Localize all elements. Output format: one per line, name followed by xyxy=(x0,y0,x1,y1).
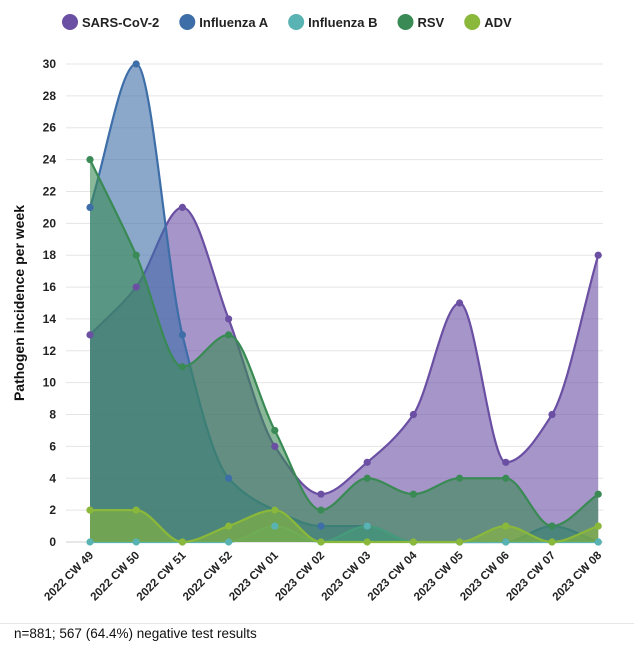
influenza-a-point[interactable] xyxy=(86,203,94,211)
legend-label: SARS-CoV-2 xyxy=(82,15,159,30)
legend-label: RSV xyxy=(418,15,445,30)
influenza-a-point[interactable] xyxy=(225,474,233,482)
y-axis-title: Pathogen incidence per week xyxy=(11,205,27,401)
legend-item-influenza-b[interactable]: Influenza B xyxy=(288,14,378,30)
legend-marker xyxy=(397,14,414,30)
rsv-point[interactable] xyxy=(317,506,325,514)
legend-marker xyxy=(288,14,305,30)
y-tick-label: 14 xyxy=(43,312,57,326)
sars-cov-2-point[interactable] xyxy=(225,315,233,323)
influenza-a-point[interactable] xyxy=(317,522,325,530)
y-tick-label: 2 xyxy=(49,503,56,517)
sars-cov-2-point[interactable] xyxy=(271,442,279,450)
footnote: n=881; 567 (64.4%) negative test results xyxy=(14,626,257,641)
rsv-point[interactable] xyxy=(594,490,602,498)
sars-cov-2-point[interactable] xyxy=(317,490,325,498)
y-tick-label: 22 xyxy=(43,184,57,198)
adv-point[interactable] xyxy=(225,522,233,530)
y-tick-label: 24 xyxy=(43,153,57,167)
sars-cov-2-point[interactable] xyxy=(548,410,556,419)
x-tick-label: 2023 CW 08 xyxy=(551,549,605,603)
chart-canvas: SARS-CoV-2 Influenza A Influenza B RSV ADV 0… xyxy=(11,14,605,603)
series-areas xyxy=(88,62,600,544)
adv-point[interactable] xyxy=(178,538,186,546)
influenza-b-point[interactable] xyxy=(132,538,140,546)
adv-point[interactable] xyxy=(594,522,602,530)
influenza-b-point[interactable] xyxy=(594,538,602,546)
sars-cov-2-point[interactable] xyxy=(178,203,186,211)
rsv-area xyxy=(90,159,599,542)
rsv-point[interactable] xyxy=(178,363,186,371)
series-points xyxy=(86,60,602,546)
sars-cov-2-point[interactable] xyxy=(594,251,602,259)
adv-point[interactable] xyxy=(363,538,371,546)
legend-marker xyxy=(464,14,481,30)
legend-marker xyxy=(62,14,78,30)
adv-point[interactable] xyxy=(409,538,417,546)
rsv-point[interactable] xyxy=(548,522,556,530)
y-tick-label: 0 xyxy=(49,535,56,549)
rsv-point[interactable] xyxy=(225,331,233,339)
sars-cov-2-point[interactable] xyxy=(363,458,371,466)
rsv-point[interactable] xyxy=(86,156,94,164)
footnote-divider xyxy=(0,623,634,624)
legend-label: Influenza B xyxy=(308,15,377,30)
sars-cov-2-point[interactable] xyxy=(132,283,140,291)
rsv-point[interactable] xyxy=(132,251,140,259)
legend-label: ADV xyxy=(484,15,512,30)
y-tick-label: 20 xyxy=(43,216,57,230)
adv-point[interactable] xyxy=(271,506,279,514)
y-tick-label: 30 xyxy=(43,57,57,71)
influenza-b-point[interactable] xyxy=(363,522,371,530)
adv-point[interactable] xyxy=(456,538,464,546)
y-tick-label: 26 xyxy=(43,121,57,135)
y-tick-label: 10 xyxy=(43,376,57,390)
rsv-point[interactable] xyxy=(456,474,464,482)
influenza-b-point[interactable] xyxy=(271,522,279,530)
influenza-b-point[interactable] xyxy=(502,538,510,546)
y-tick-label: 4 xyxy=(49,471,56,485)
y-tick-label: 16 xyxy=(43,280,57,294)
adv-point[interactable] xyxy=(548,538,556,546)
adv-area xyxy=(90,510,599,542)
adv-point[interactable] xyxy=(502,522,510,530)
sars-cov-2-point[interactable] xyxy=(86,331,94,339)
y-tick-label: 8 xyxy=(49,408,56,422)
influenza-b-point[interactable] xyxy=(86,538,94,546)
influenza-a-point[interactable] xyxy=(132,60,140,68)
adv-point[interactable] xyxy=(86,506,94,514)
sars-cov-2-point[interactable] xyxy=(456,299,464,307)
legend-item-influenza-a[interactable]: Influenza A xyxy=(179,14,269,30)
rsv-point[interactable] xyxy=(271,426,279,435)
rsv-point[interactable] xyxy=(502,474,510,482)
sars-cov-2-point[interactable] xyxy=(502,458,510,466)
legend[interactable]: SARS-CoV-2 Influenza A Influenza B RSV ADV xyxy=(62,14,512,30)
legend-marker xyxy=(179,14,196,30)
rsv-point[interactable] xyxy=(409,490,417,498)
influenza-b-point[interactable] xyxy=(225,538,233,546)
y-tick-label: 12 xyxy=(43,344,57,358)
influenza-a-point[interactable] xyxy=(178,331,186,339)
y-tick-label: 6 xyxy=(49,439,56,453)
y-tick-label: 28 xyxy=(43,89,57,103)
sars-cov-2-point[interactable] xyxy=(409,410,417,419)
y-tick-label: 18 xyxy=(43,248,57,262)
legend-item-rsv[interactable]: RSV xyxy=(397,14,445,30)
legend-item-sars-cov-2[interactable]: SARS-CoV-2 xyxy=(62,14,159,30)
adv-point[interactable] xyxy=(317,538,325,546)
legend-item-adv[interactable]: ADV xyxy=(464,14,512,30)
adv-point[interactable] xyxy=(132,506,140,514)
legend-label: Influenza A xyxy=(199,15,268,30)
rsv-point[interactable] xyxy=(363,474,371,482)
